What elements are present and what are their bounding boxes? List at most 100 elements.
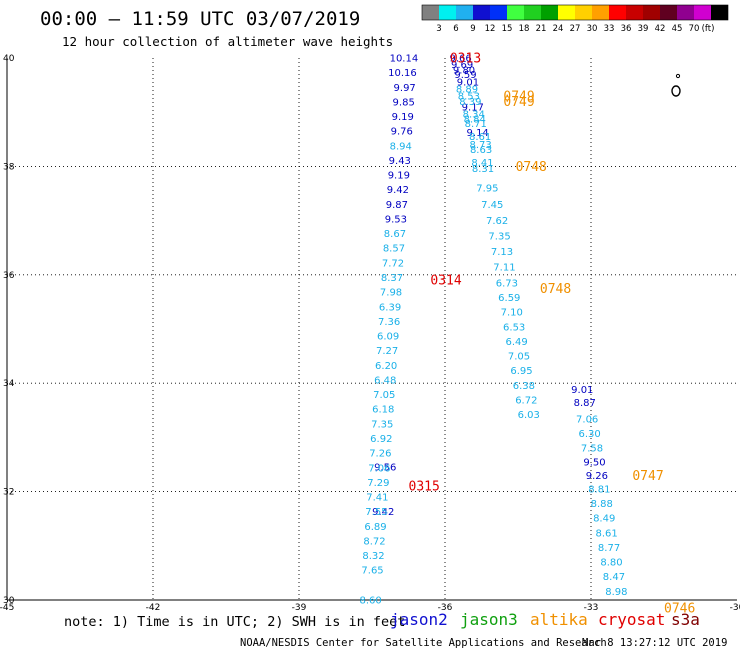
wave-height-point: 8.84 bbox=[464, 115, 486, 126]
wave-height-point: 6.59 bbox=[498, 293, 520, 304]
x-tick-label: -42 bbox=[146, 603, 161, 613]
chart-title: 00:00 – 11:59 UTC 03/07/2019 bbox=[40, 8, 360, 30]
wave-height-point: 9.59 bbox=[454, 70, 476, 81]
wave-height-point: 7.35 bbox=[371, 419, 393, 430]
wave-height-point: 10.14 bbox=[390, 54, 419, 65]
wave-height-point: 6.73 bbox=[496, 278, 518, 289]
wave-height-point: 6.20 bbox=[375, 361, 397, 372]
color-scale-label: 18 bbox=[519, 24, 530, 34]
wave-height-point: 8.32 bbox=[362, 551, 384, 562]
wave-height-point: 9.80 bbox=[453, 65, 475, 76]
wave-height-point: 6.09 bbox=[377, 332, 399, 343]
legend: jason2 jason3 altika cryosat s3a bbox=[390, 610, 700, 629]
wave-height-point: 8.49 bbox=[593, 514, 615, 525]
color-swatch bbox=[643, 5, 660, 20]
wave-height-point: 7.65 bbox=[361, 566, 383, 577]
axis-ticks: -45 -42 -39 -36 -33 -30 30 32 34 36 38 40 bbox=[0, 54, 740, 613]
wave-height-point: 8.98 bbox=[605, 587, 627, 598]
wave-height-point: 6.38 bbox=[513, 381, 535, 392]
color-swatch bbox=[507, 5, 524, 20]
wave-height-point: 7.11 bbox=[493, 263, 515, 274]
color-scale-label: 45 bbox=[672, 24, 683, 34]
wave-height-point: 9.19 bbox=[392, 112, 414, 123]
color-scale-label: 3 bbox=[436, 24, 441, 34]
legend-item-cryosat: cryosat bbox=[598, 610, 665, 629]
color-scale-label: 36 bbox=[621, 24, 632, 34]
wave-height-point: 7.27 bbox=[376, 346, 398, 357]
legend-note: note: 1) Time is in UTC; 2) SWH is in fe… bbox=[64, 614, 405, 630]
color-swatch bbox=[609, 5, 626, 20]
footer-credit: NOAA/NESDIS Center for Satellite Applica… bbox=[240, 637, 607, 649]
pass-time-label: 0748 bbox=[516, 160, 547, 175]
pass-time-label: 0748 bbox=[540, 282, 571, 297]
legend-item-s3a: s3a bbox=[671, 610, 700, 629]
pass-time-label: 0749 bbox=[503, 95, 534, 110]
wave-height-point: 6.48 bbox=[374, 375, 396, 386]
color-scale-label: 12 bbox=[485, 24, 496, 34]
y-tick-label: 32 bbox=[3, 488, 14, 498]
color-swatch bbox=[660, 5, 677, 20]
wave-height-point: 9.87 bbox=[386, 200, 408, 211]
y-tick-label: 34 bbox=[3, 379, 15, 389]
color-scale-label: 24 bbox=[553, 24, 564, 34]
color-swatch bbox=[524, 5, 541, 20]
wave-height-point: 7.35 bbox=[488, 231, 510, 242]
wave-height-point: 7.13 bbox=[491, 247, 513, 258]
x-tick-label: -39 bbox=[292, 603, 307, 613]
y-tick-label: 38 bbox=[3, 162, 15, 172]
wave-height-point: 7.98 bbox=[380, 288, 402, 299]
chart-subtitle: 12 hour collection of altimeter wave hei… bbox=[62, 34, 393, 49]
wave-height-point: 7.36 bbox=[378, 317, 400, 328]
wave-height-point: 8.81 bbox=[588, 484, 610, 495]
wave-height-point: 7.05 bbox=[373, 390, 395, 401]
wave-height-point: 9.97 bbox=[394, 83, 416, 94]
wave-height-point: 9.01 bbox=[457, 77, 479, 88]
color-swatch bbox=[694, 5, 711, 20]
wave-height-point: 6.53 bbox=[503, 322, 525, 333]
color-swatch bbox=[677, 5, 694, 20]
color-swatch bbox=[490, 5, 507, 20]
wave-height-point: 9.85 bbox=[393, 97, 415, 108]
y-tick-label: 36 bbox=[3, 271, 15, 281]
landmark-marker bbox=[671, 73, 681, 97]
wave-height-point: 7.06 bbox=[576, 414, 598, 425]
wave-height-point: 7.62 bbox=[486, 216, 508, 227]
wave-height-point: 9.53 bbox=[385, 214, 407, 225]
wave-height-point: 8.67 bbox=[384, 229, 406, 240]
wave-height-point: 9.17 bbox=[462, 102, 484, 113]
wave-height-point: 8.61 bbox=[596, 528, 618, 539]
wave-height-point: 8.88 bbox=[591, 499, 613, 510]
wave-height-point: 9.76 bbox=[391, 127, 413, 138]
wave-height-point: 9.42 bbox=[372, 507, 394, 518]
color-scale-label: 9 bbox=[470, 24, 475, 34]
x-tick-label: -45 bbox=[0, 603, 14, 613]
x-tick-label: -33 bbox=[584, 603, 599, 613]
color-scale-border bbox=[421, 4, 729, 21]
wave-height-point: 7.72 bbox=[382, 258, 404, 269]
color-scale-label: 33 bbox=[604, 24, 615, 34]
wave-height-point: 7.05 bbox=[508, 352, 530, 363]
wave-height-point: 8.77 bbox=[598, 543, 620, 554]
data-points: 9.669.699.809.599.019.179.149.018.879.50… bbox=[359, 54, 627, 607]
wave-height-point: 8.57 bbox=[383, 244, 405, 255]
wave-height-point: 8.94 bbox=[390, 141, 412, 152]
legend-item-jason3: jason3 bbox=[460, 610, 518, 629]
wave-height-point: 9.01 bbox=[571, 385, 593, 396]
wave-height-point: 6.30 bbox=[578, 429, 600, 440]
wave-height-point: 9.50 bbox=[583, 457, 605, 468]
color-scale-label: 42 bbox=[655, 24, 666, 34]
wave-height-point: 8.39 bbox=[459, 97, 481, 108]
wave-height-point: 6.95 bbox=[510, 366, 532, 377]
color-swatch bbox=[473, 5, 490, 20]
wave-height-point: 6.03 bbox=[518, 410, 540, 421]
color-swatch bbox=[592, 5, 609, 20]
color-scale-label: 30 bbox=[587, 24, 598, 34]
wave-height-point: 6.49 bbox=[505, 337, 527, 348]
wave-height-point: 9.26 bbox=[586, 471, 608, 482]
color-scale: 3 6 9 12 15 18 21 24 27 30 33 36 39 42 45 70 (ft) bbox=[421, 4, 729, 34]
wave-height-point: 7.26 bbox=[369, 449, 391, 460]
wave-height-point: 8.31 bbox=[472, 164, 494, 175]
color-swatch bbox=[711, 5, 728, 20]
